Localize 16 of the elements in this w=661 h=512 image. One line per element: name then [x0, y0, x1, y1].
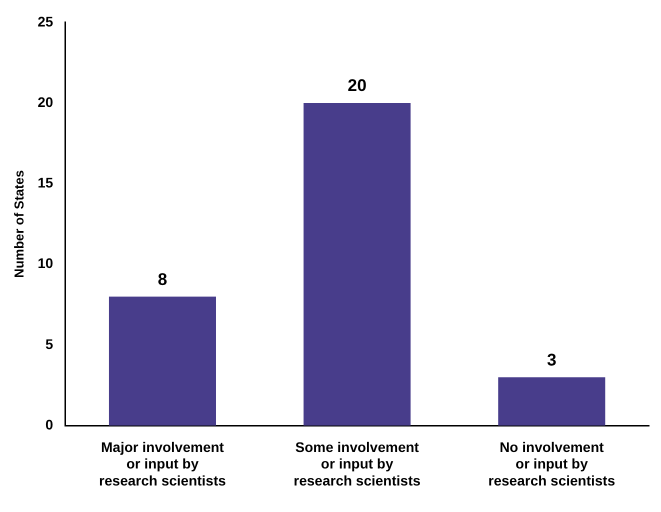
- y-tick-label: 10: [38, 255, 54, 272]
- x-tick-label: Some involvement or input by research scientists: [294, 438, 421, 488]
- y-tick-label: 5: [45, 336, 54, 352]
- bar: [498, 377, 606, 426]
- y-tick-label: 25: [38, 13, 54, 30]
- bar: [108, 296, 216, 426]
- y-tick-label: 20: [38, 94, 54, 110]
- data-label: 20: [348, 76, 367, 96]
- y-tick-label: 15: [38, 174, 54, 191]
- data-label: 3: [546, 350, 556, 370]
- data-label: 8: [158, 270, 168, 289]
- x-tick-label: Major involvement or input by research scientists: [99, 438, 226, 488]
- bar: [304, 103, 411, 426]
- y-axis-title: Number of States: [11, 170, 26, 278]
- x-tick-label: No involvement or input by research scientists: [488, 438, 616, 488]
- y-tick-label: 0: [45, 416, 54, 432]
